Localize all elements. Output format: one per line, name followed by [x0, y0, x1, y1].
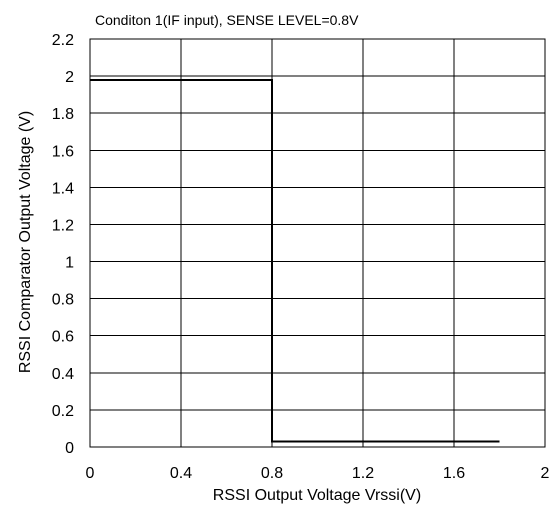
y-tick-label: 0 — [65, 440, 74, 457]
y-tick-label: 0.2 — [52, 403, 74, 420]
y-tick-label: 1.6 — [52, 143, 74, 160]
series-line — [90, 78, 500, 443]
y-tick-label: 1.2 — [52, 217, 74, 234]
chart-title: Conditon 1(IF input), SENSE LEVEL=0.8V — [95, 12, 359, 28]
x-tick-label: 0.8 — [261, 465, 283, 482]
y-tick-label: 1.4 — [52, 180, 74, 197]
y-tick-label: 0.6 — [52, 329, 74, 346]
y-tick-label: 2 — [65, 69, 74, 86]
plot-frame — [89, 38, 546, 448]
x-tick-label: 0 — [86, 465, 95, 482]
plot-grid — [89, 38, 546, 448]
y-tick-label: 2.2 — [52, 32, 74, 49]
x-tick-labels: 0 0.4 0.8 1.2 1.6 2 — [86, 465, 550, 482]
x-axis-label: RSSI Output Voltage Vrssi(V) — [213, 487, 421, 504]
x-tick-label: 0.4 — [170, 465, 192, 482]
y-tick-label: 1 — [65, 255, 74, 272]
y-tick-label: 0.4 — [52, 366, 74, 383]
x-tick-label: 2 — [541, 465, 550, 482]
y-tick-label: 0.8 — [52, 292, 74, 309]
y-tick-label: 1.8 — [52, 106, 74, 123]
x-tick-label: 1.6 — [443, 465, 465, 482]
x-tick-label: 1.2 — [352, 465, 374, 482]
y-tick-labels: 0 0.2 0.4 0.6 0.8 1 1.2 1.4 1.6 1.8 2 2.2 — [52, 32, 74, 457]
y-axis-label: RSSI Comparator Output Voltage (V) — [17, 111, 34, 373]
